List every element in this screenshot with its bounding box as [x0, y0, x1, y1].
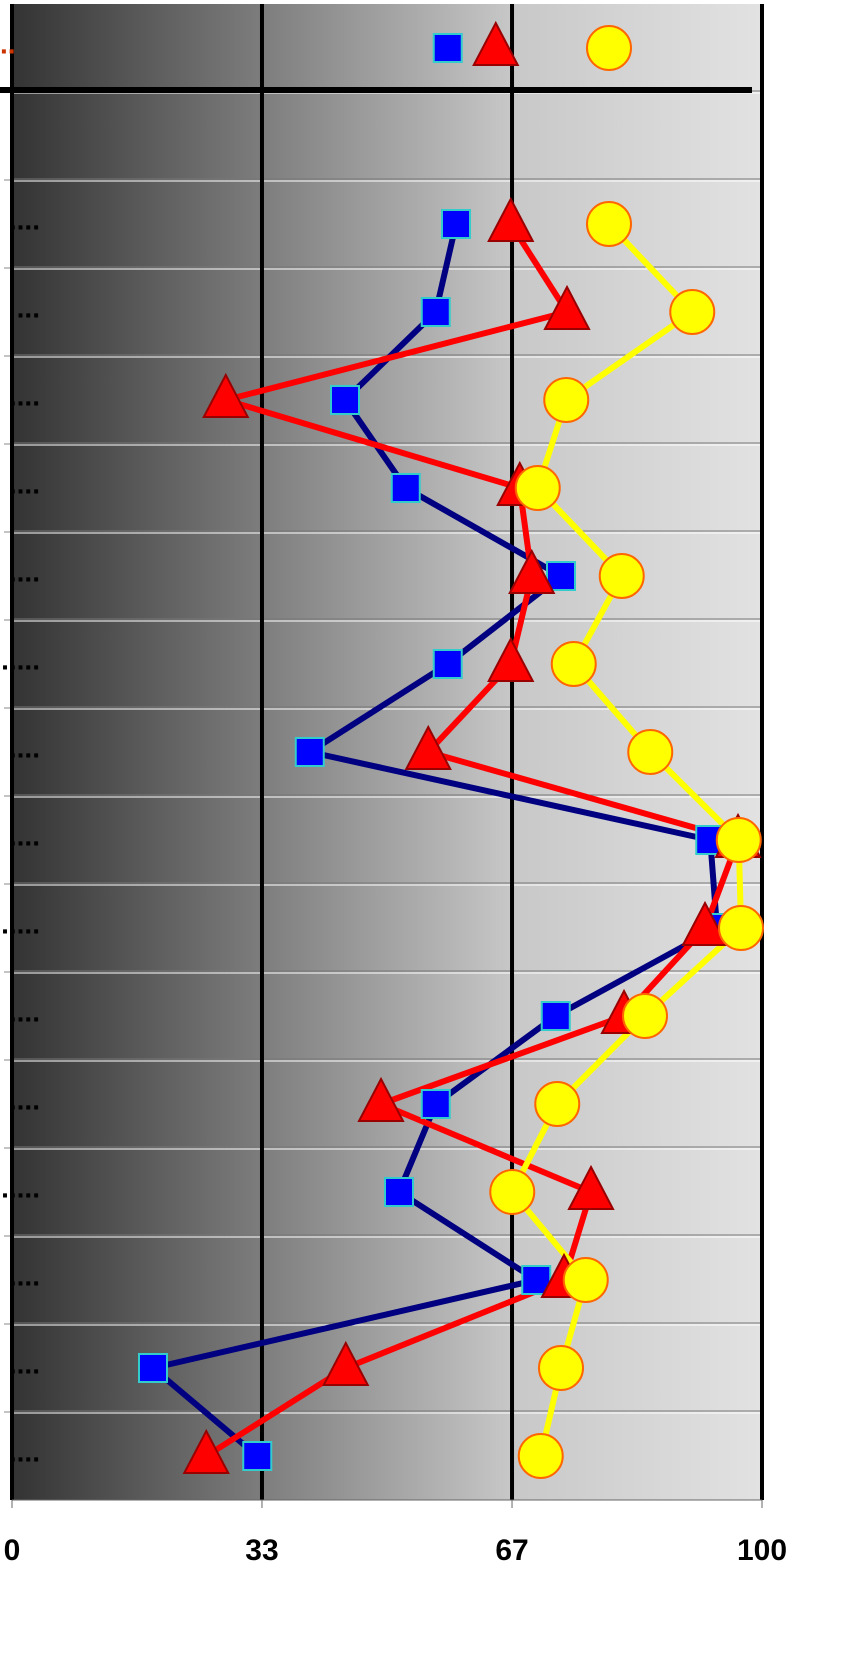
square-marker: [540, 1001, 571, 1031]
triangle-marker: [357, 1076, 405, 1122]
category-label: ....: [9, 204, 40, 235]
square-marker: [138, 1353, 168, 1383]
category-label: ....: [9, 468, 40, 499]
triangle-marker: [487, 196, 535, 242]
triangle-marker: [681, 900, 729, 946]
category-label: ....: [9, 732, 40, 763]
circle-marker: [718, 905, 764, 951]
triangle-marker: [182, 1428, 230, 1474]
triangle-marker: [487, 636, 535, 682]
square-marker: [420, 297, 451, 327]
circle-marker: [550, 641, 597, 687]
x-tick-label: 100: [737, 1534, 787, 1567]
category-label: ...: [17, 292, 40, 323]
circle-marker: [627, 729, 674, 775]
square-marker: [420, 1089, 451, 1119]
square-marker: [384, 1177, 414, 1207]
triangle-marker: [508, 548, 556, 594]
circle-marker: [586, 25, 632, 71]
triangle-marker: [472, 20, 520, 66]
triangle-marker: [567, 1164, 615, 1210]
category-label: ....: [9, 380, 40, 411]
square-marker: [330, 385, 360, 415]
circle-marker: [514, 465, 561, 511]
x-tick-label: 0: [4, 1534, 21, 1567]
circle-marker: [598, 553, 645, 599]
square-marker: [546, 561, 576, 591]
triangle-marker: [322, 1340, 370, 1386]
category-label: ..: [0, 28, 16, 59]
category-label: ....: [9, 1260, 40, 1291]
category-label: ....: [9, 1084, 40, 1115]
triangle-marker: [404, 724, 452, 770]
circle-marker: [534, 1081, 581, 1127]
category-label: .....: [1, 644, 40, 675]
square-marker: [432, 33, 463, 63]
square-marker: [432, 649, 463, 679]
circle-marker: [715, 817, 762, 863]
circle-marker: [669, 289, 716, 335]
category-label: ....: [9, 1348, 40, 1379]
circle-marker: [517, 1433, 564, 1479]
square-marker: [242, 1441, 273, 1471]
circle-marker: [622, 993, 668, 1039]
square-marker: [441, 209, 471, 239]
category-label: ....: [9, 1436, 40, 1467]
circle-marker: [543, 377, 590, 423]
circle-marker: [586, 201, 632, 247]
x-tick-label: 67: [495, 1534, 528, 1567]
x-tick-label: 33: [245, 1534, 278, 1567]
category-label: ....: [9, 556, 40, 587]
category-label: .....: [1, 908, 40, 939]
circle-marker: [538, 1345, 584, 1391]
triangle-marker: [543, 284, 591, 330]
circle-marker: [489, 1169, 536, 1215]
category-label: ....: [9, 820, 40, 851]
category-label: ....: [9, 996, 40, 1027]
square-marker: [390, 473, 421, 503]
triangle-marker: [202, 372, 250, 418]
square-marker: [294, 737, 325, 767]
circle-marker: [562, 1257, 609, 1303]
category-label: .....: [1, 1172, 40, 1203]
